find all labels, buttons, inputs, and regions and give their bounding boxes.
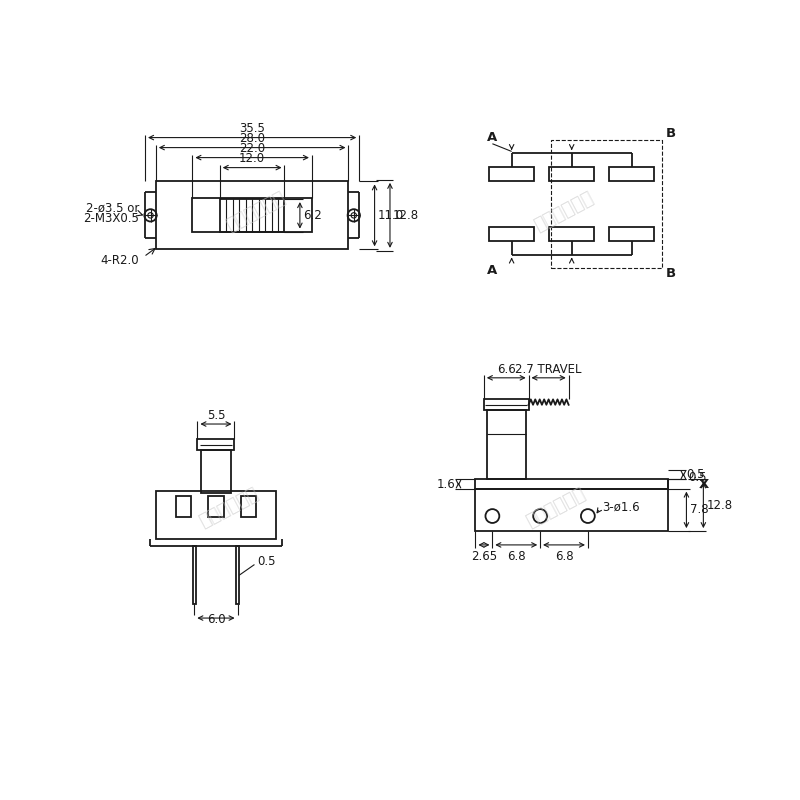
Text: 6.8: 6.8 [507, 550, 526, 563]
Text: 6.2: 6.2 [303, 209, 322, 222]
Text: 0.5: 0.5 [257, 555, 275, 568]
Bar [487, 410, 526, 479]
Bar [201, 450, 231, 493]
Text: 2.7 TRAVEL: 2.7 TRAVEL [515, 362, 582, 375]
Bar [198, 439, 234, 450]
Text: 5.5: 5.5 [206, 409, 226, 422]
Bar [241, 496, 256, 517]
Text: 温州一键电子: 温州一键电子 [196, 485, 262, 531]
Text: B: B [666, 127, 676, 140]
Text: 0.5: 0.5 [688, 470, 706, 484]
Bar [490, 227, 534, 241]
Bar [236, 546, 239, 604]
Text: 温州一键电子: 温州一键电子 [223, 189, 289, 234]
Text: 2-ø3.5 or: 2-ø3.5 or [86, 201, 139, 214]
Text: 11.0: 11.0 [378, 209, 404, 222]
Bar [551, 140, 662, 268]
Text: 0.5: 0.5 [686, 468, 705, 482]
Text: 28.0: 28.0 [239, 132, 265, 146]
Bar [193, 198, 312, 232]
Text: 6.8: 6.8 [554, 550, 574, 563]
Bar [550, 227, 594, 241]
Text: B: B [666, 267, 676, 280]
Bar [156, 182, 349, 250]
Text: 2.65: 2.65 [471, 550, 497, 563]
Bar [220, 199, 285, 231]
Text: 温州一键电子: 温州一键电子 [531, 189, 597, 234]
Text: 12.8: 12.8 [706, 498, 733, 512]
Text: 12.8: 12.8 [393, 209, 419, 222]
Bar [176, 496, 191, 517]
Text: 6.0: 6.0 [206, 613, 226, 626]
Text: 温州一键电子: 温州一键电子 [523, 485, 589, 531]
Bar [208, 496, 224, 517]
Text: 2-M3X0.5: 2-M3X0.5 [83, 212, 139, 225]
Bar [490, 167, 534, 181]
Text: A: A [487, 264, 498, 277]
Text: 12.0: 12.0 [239, 152, 266, 166]
Text: 22.0: 22.0 [239, 142, 266, 155]
Text: 35.5: 35.5 [239, 122, 265, 135]
Bar [156, 491, 276, 538]
Text: A: A [487, 130, 498, 144]
Bar [610, 167, 654, 181]
Text: 7.8: 7.8 [690, 503, 708, 516]
Text: X: X [698, 478, 709, 490]
Bar [475, 479, 668, 489]
Bar [550, 167, 594, 181]
Bar [484, 399, 529, 410]
Text: 4-R2.0: 4-R2.0 [100, 254, 139, 266]
Text: 6.6: 6.6 [497, 362, 516, 375]
Text: 1.6: 1.6 [437, 478, 455, 490]
Bar [610, 227, 654, 241]
Bar [475, 489, 668, 531]
Text: 3-ø1.6: 3-ø1.6 [602, 500, 639, 514]
Bar [193, 546, 196, 604]
